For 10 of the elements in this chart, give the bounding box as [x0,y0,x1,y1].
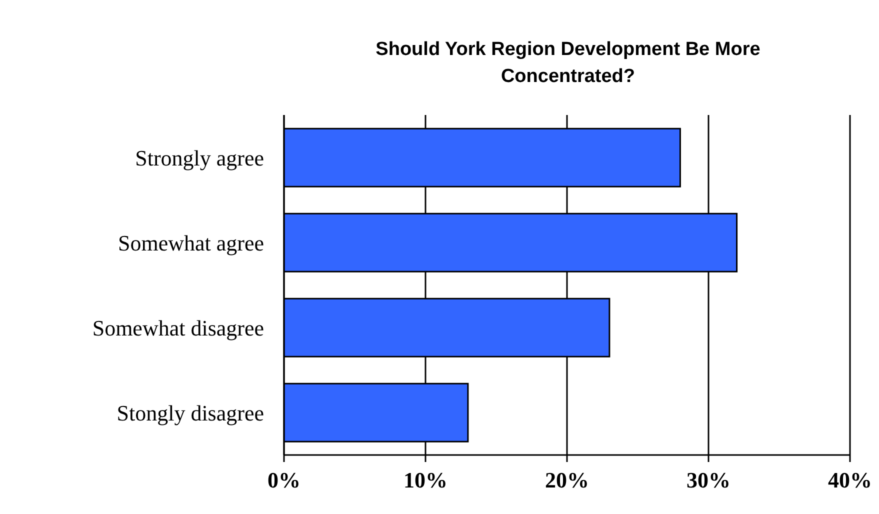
y-tick-label: Somewhat agree [118,230,264,256]
chart-title: Should York Region Development Be More Concentrated? [374,38,762,89]
x-tick-label: 10% [404,468,448,493]
y-tick-label: Strongly agree [135,145,264,170]
x-tick-label: 30% [686,468,730,493]
x-tick-label: 20% [545,468,589,493]
x-tick-label: 40% [828,468,872,493]
y-tick-label: Stongly disagree [116,400,264,426]
y-tick-label: Somewhat disagree [92,315,264,340]
x-tick-label: 0% [268,468,300,493]
